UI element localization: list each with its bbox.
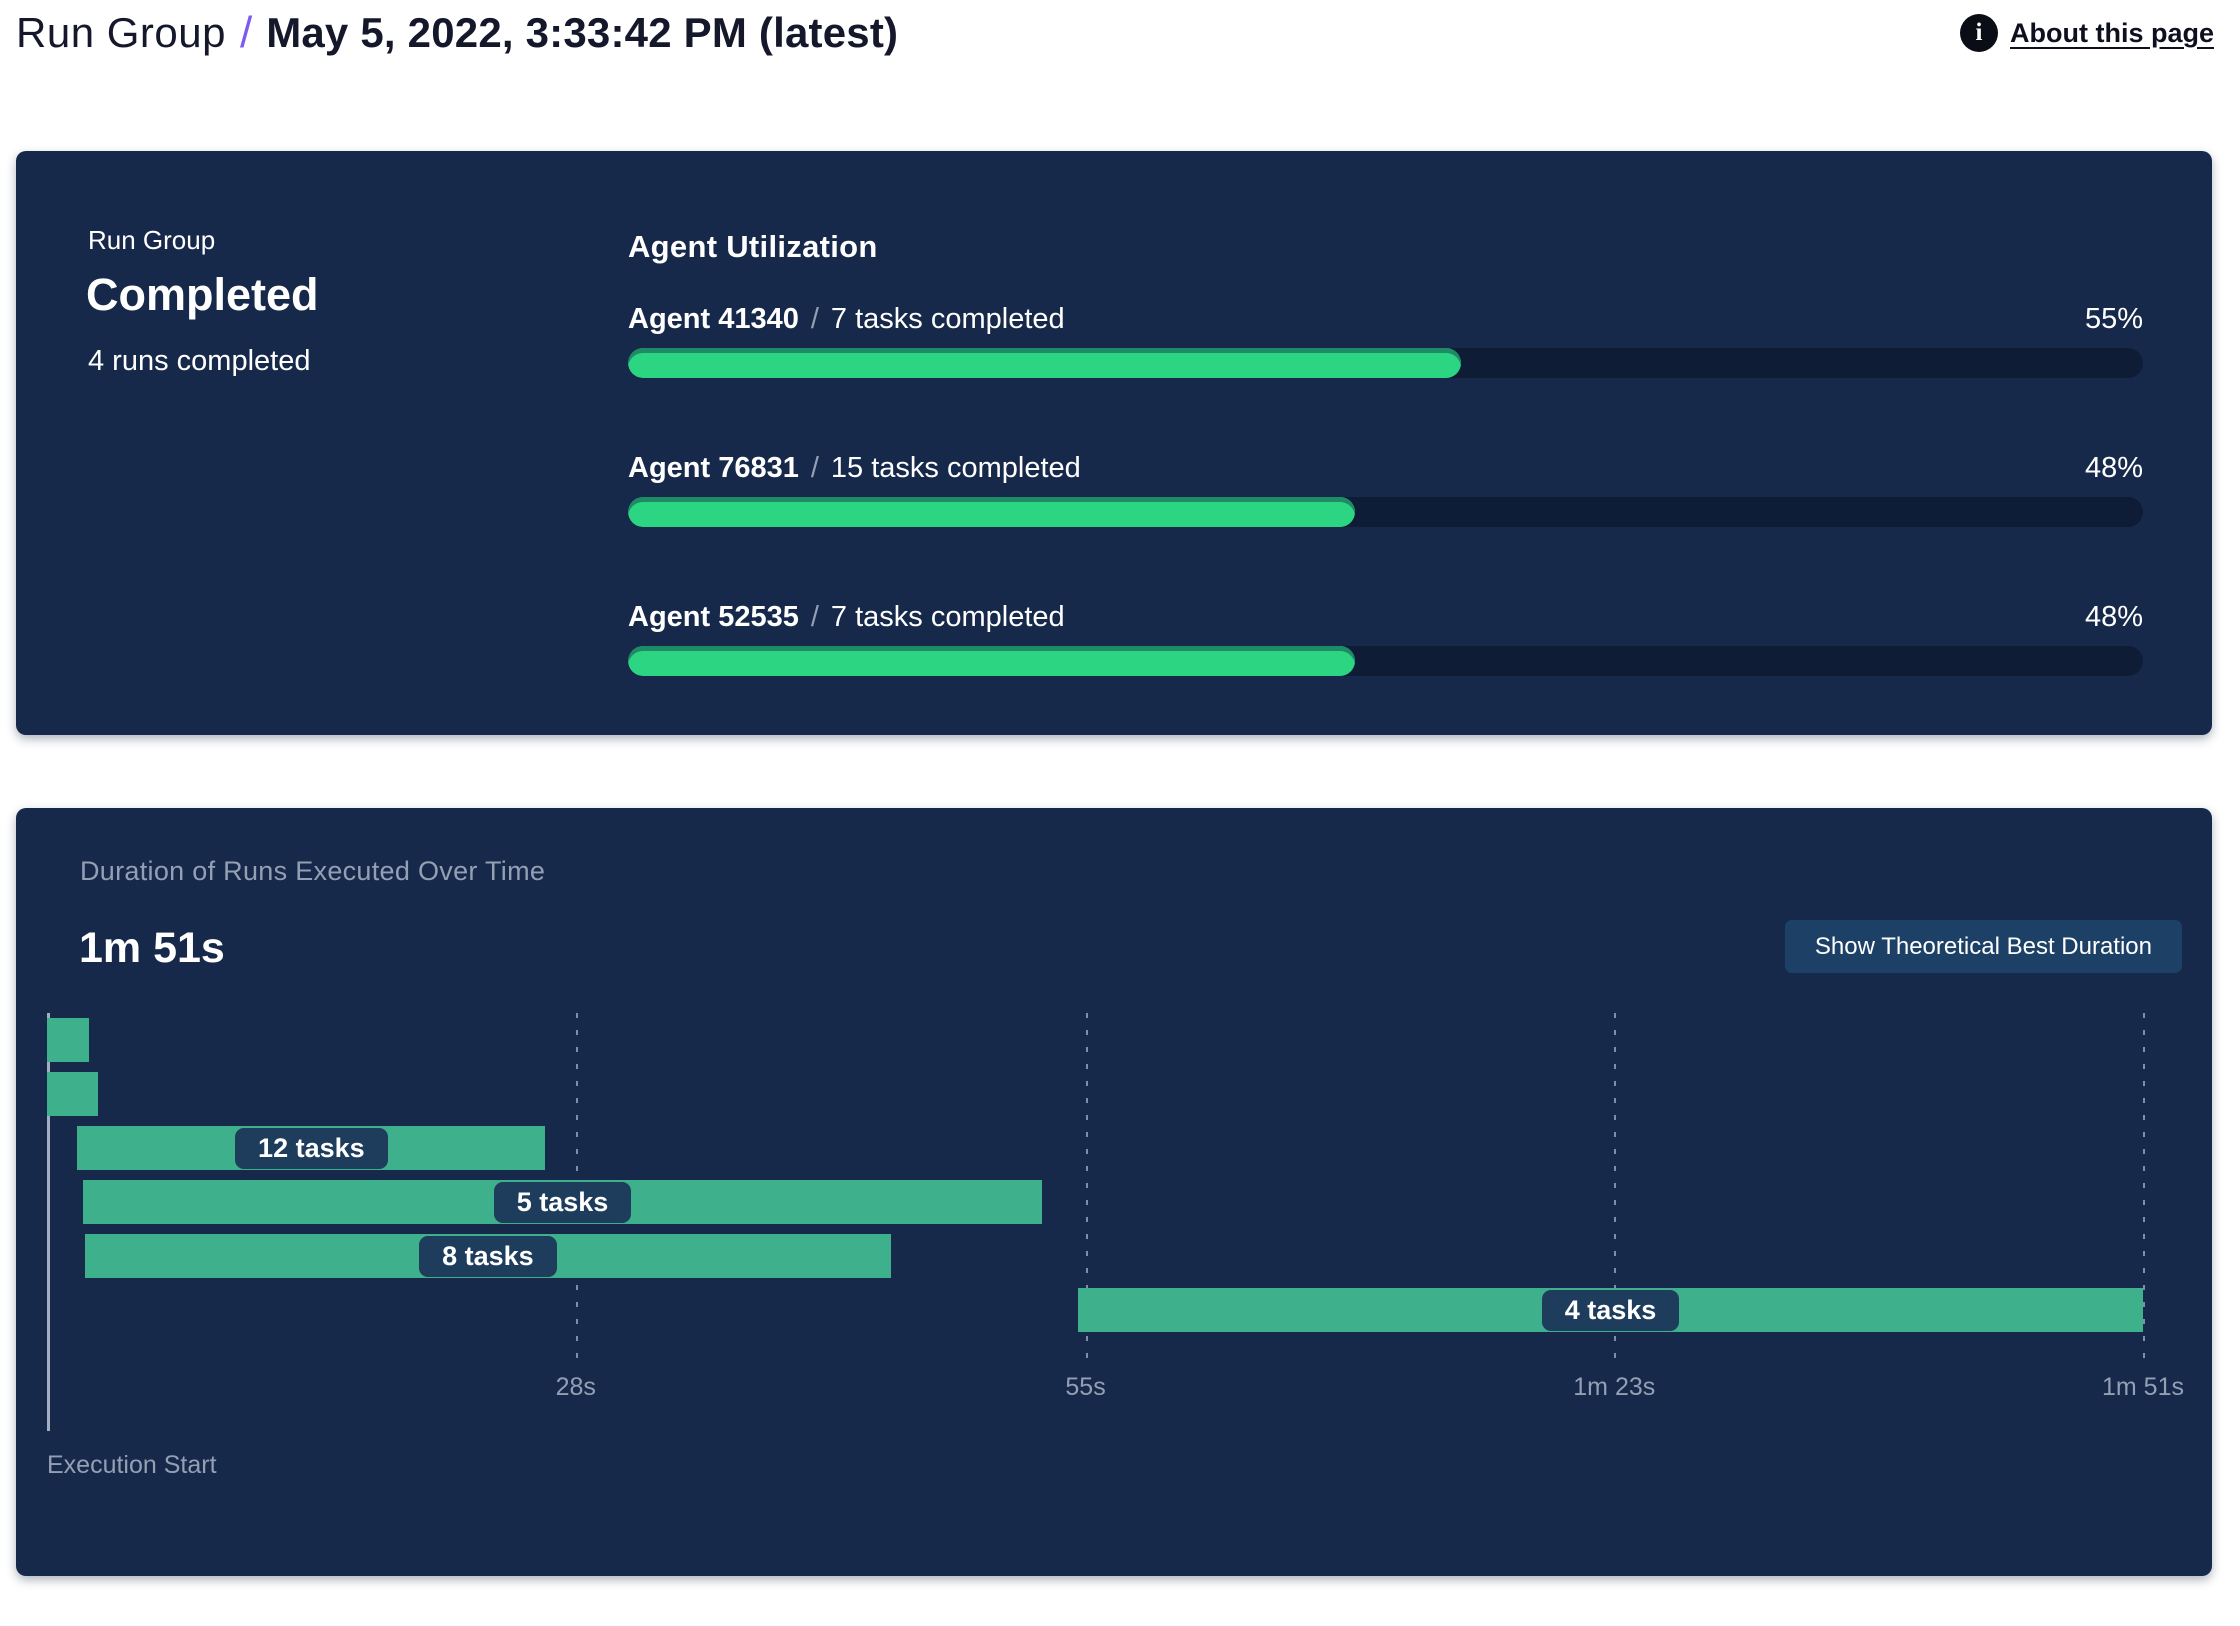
run-duration-bar[interactable]: 5 tasks	[82, 1180, 1043, 1224]
utilization-bar-fill	[628, 646, 1356, 676]
task-count-pill: 12 tasks	[235, 1127, 388, 1169]
agent-row: Agent 41340 / 7 tasks completed 55%	[628, 303, 2143, 378]
axis-tick-label: 1m 23s	[1573, 1373, 1656, 1401]
utilization-bar-track	[628, 497, 2143, 527]
utilization-bar-track	[628, 348, 2143, 378]
info-icon: i	[1960, 14, 1998, 52]
agent-name: Agent 76831	[628, 452, 799, 484]
run-duration-bar[interactable]: 4 tasks	[1078, 1288, 2143, 1332]
about-this-page-link[interactable]: i About this page	[1960, 14, 2214, 52]
duration-chart-title: Duration of Runs Executed Over Time	[80, 856, 546, 886]
run-duration-bar[interactable]	[47, 1072, 98, 1116]
show-theoretical-best-duration-button[interactable]: Show Theoretical Best Duration	[1784, 920, 2182, 973]
total-duration-value: 1m 51s	[79, 924, 225, 972]
agent-tasks-completed: 15 tasks completed	[830, 452, 1081, 484]
axis-tick-label: 55s	[1065, 1373, 1106, 1401]
page-header: Run Group / May 5, 2022, 3:33:42 PM (lat…	[16, 8, 2214, 58]
agent-utilization-percent: 48%	[2084, 452, 2143, 484]
breadcrumb-separator: /	[239, 8, 253, 57]
runs-completed-count: 4 runs completed	[88, 345, 311, 377]
agent-row: Agent 76831 / 15 tasks completed 48%	[628, 452, 2143, 527]
agent-separator: /	[810, 452, 819, 484]
task-count-pill: 4 tasks	[1541, 1289, 1680, 1331]
run-group-status: Completed	[86, 269, 319, 320]
chart-gridline	[1085, 1013, 1088, 1365]
duration-card: Duration of Runs Executed Over Time 1m 5…	[16, 808, 2212, 1576]
agent-utilization-section: Agent Utilization Agent 41340 / 7 tasks co…	[628, 229, 2143, 676]
agent-utilization-percent: 55%	[2084, 303, 2143, 335]
task-count-pill: 5 tasks	[493, 1181, 632, 1223]
about-this-page-label: About this page	[2010, 17, 2214, 48]
duration-gantt-chart: Execution Start 28s 55s 1m 23s 1m 51s 12 tas…	[47, 1013, 2184, 1493]
run-duration-bar[interactable]	[47, 1018, 89, 1062]
execution-start-axis-line	[47, 1013, 50, 1431]
agent-name: Agent 52535	[628, 601, 799, 633]
page-title: May 5, 2022, 3:33:42 PM (latest)	[266, 9, 899, 56]
agent-utilization-title: Agent Utilization	[628, 229, 878, 264]
agent-name: Agent 41340	[628, 303, 799, 335]
execution-start-label: Execution Start	[47, 1451, 217, 1479]
agent-label-line: Agent 41340 / 7 tasks completed 55%	[628, 303, 2143, 336]
run-group-summary-card: Run Group Completed 4 runs completed Age…	[16, 151, 2212, 735]
chart-gridline	[2143, 1013, 2145, 1365]
axis-tick-label: 28s	[555, 1373, 596, 1401]
agent-separator: /	[810, 601, 819, 633]
task-count-pill: 8 tasks	[419, 1235, 557, 1277]
agent-label-line: Agent 52535 / 7 tasks completed 48%	[628, 601, 2143, 634]
utilization-bar-track	[628, 646, 2143, 676]
run-duration-bar[interactable]: 12 tasks	[77, 1126, 546, 1170]
agent-separator: /	[810, 303, 819, 335]
agent-utilization-percent: 48%	[2084, 601, 2143, 633]
breadcrumb-run-group[interactable]: Run Group	[16, 9, 226, 56]
utilization-bar-fill	[628, 348, 1462, 378]
run-group-label: Run Group	[88, 225, 216, 255]
chart-gridline	[1614, 1013, 1617, 1365]
agent-tasks-completed: 7 tasks completed	[830, 601, 1065, 633]
agent-utilization-list: Agent 41340 / 7 tasks completed 55% Agent 76…	[628, 303, 2143, 676]
utilization-bar-fill	[628, 497, 1356, 527]
run-duration-bar[interactable]: 8 tasks	[84, 1234, 892, 1278]
agent-tasks-completed: 7 tasks completed	[830, 303, 1065, 335]
axis-tick-label: 1m 51s	[2102, 1373, 2184, 1401]
agent-row: Agent 52535 / 7 tasks completed 48%	[628, 601, 2143, 676]
agent-label-line: Agent 76831 / 15 tasks completed 48%	[628, 452, 2143, 485]
breadcrumb: Run Group / May 5, 2022, 3:33:42 PM (lat…	[16, 8, 898, 58]
